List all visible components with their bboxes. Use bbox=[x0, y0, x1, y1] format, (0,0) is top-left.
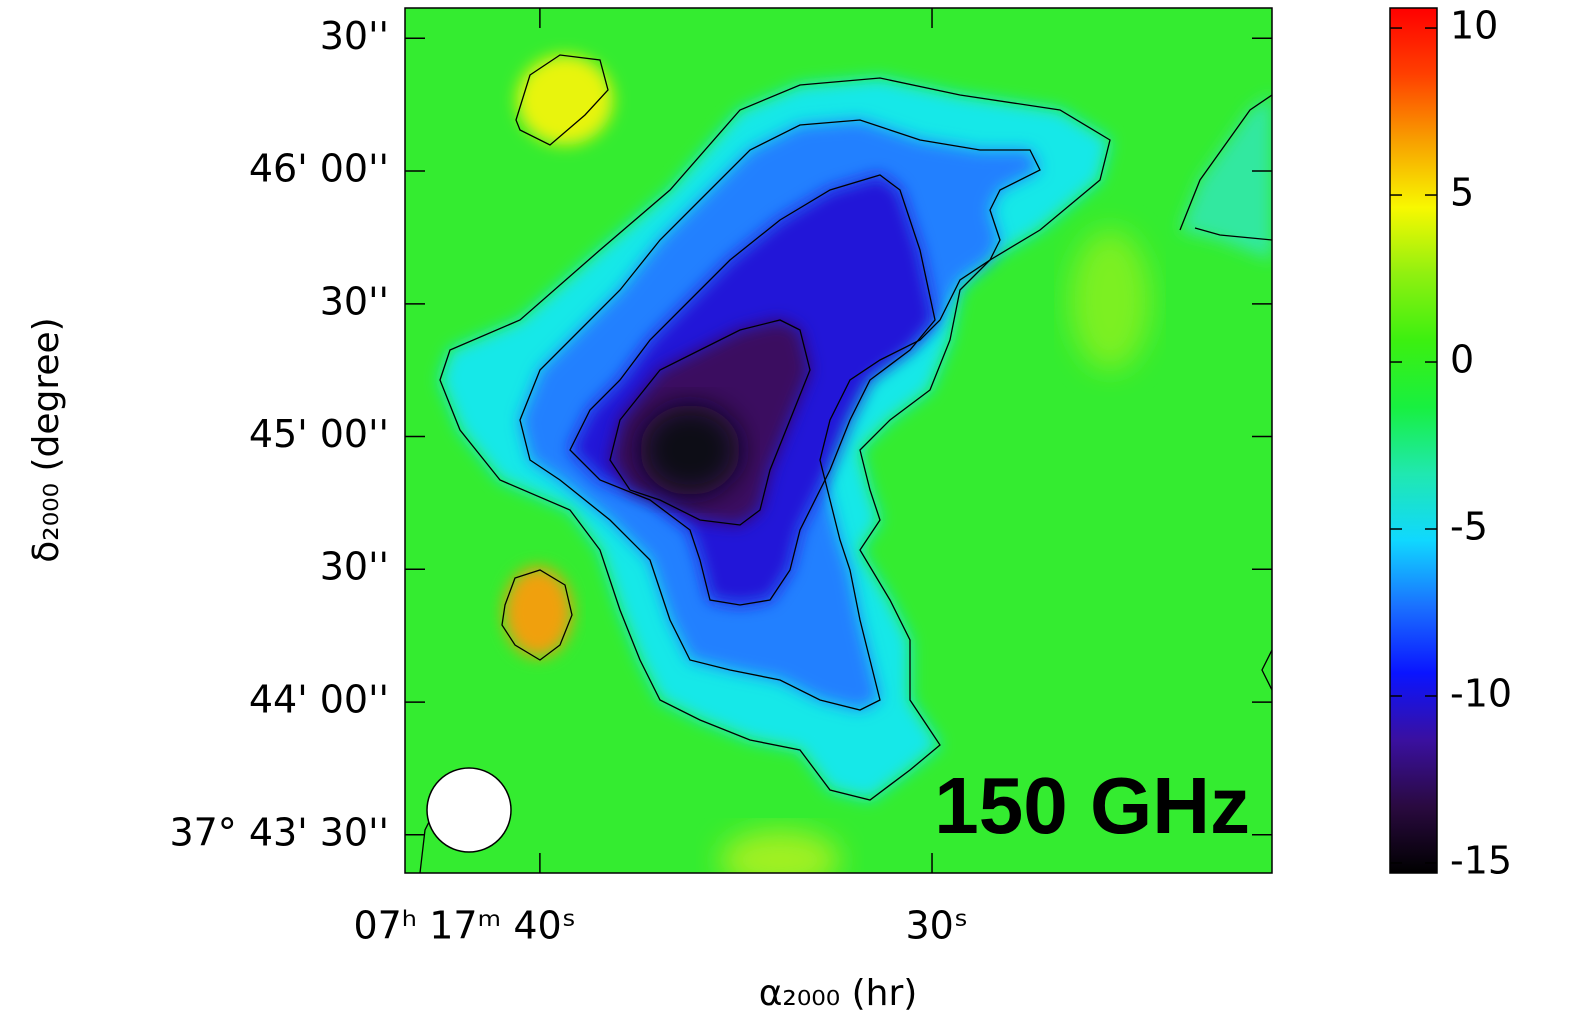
plot-frame bbox=[404, 7, 1273, 874]
x-axis-label: α₂₀₀₀ (hr) bbox=[759, 973, 918, 1014]
x-tick-label: 07ʰ 17ᵐ 40ˢ bbox=[353, 904, 575, 948]
map-image bbox=[405, 8, 1272, 873]
colorbar-tick-label: 0 bbox=[1450, 338, 1474, 382]
colorbar bbox=[1389, 7, 1438, 874]
x-tick-label: 30ˢ bbox=[905, 904, 968, 948]
band-label: 150 GHz bbox=[934, 761, 1250, 850]
y-tick-label: 44' 00'' bbox=[249, 678, 389, 722]
y-tick-label: 30'' bbox=[320, 545, 389, 589]
colorbar-tick-label: -5 bbox=[1450, 505, 1488, 549]
colorbar-tick-label: 10 bbox=[1450, 4, 1498, 48]
y-axis-label: δ₂₀₀₀ (degree) bbox=[26, 317, 67, 562]
y-tick-label: 30'' bbox=[320, 14, 389, 58]
colorbar-tick-label: -10 bbox=[1450, 671, 1512, 715]
colorbar-tick-label: 5 bbox=[1450, 171, 1474, 215]
y-tick-label: 37° 43' 30'' bbox=[169, 810, 389, 854]
colorbar-tick-label: -15 bbox=[1450, 838, 1512, 882]
y-tick-label: 30'' bbox=[320, 279, 389, 323]
y-tick-label: 46' 00'' bbox=[249, 146, 389, 190]
y-tick-label: 45' 00'' bbox=[249, 412, 389, 456]
